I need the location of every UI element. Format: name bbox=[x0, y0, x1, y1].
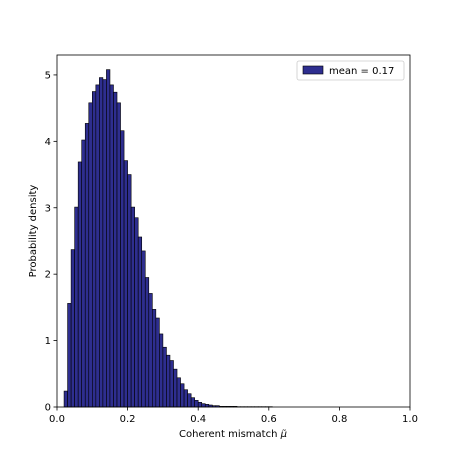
y-tick-label: 3 bbox=[45, 203, 51, 214]
histogram-bar bbox=[113, 91, 118, 408]
histogram-bar bbox=[159, 333, 164, 408]
legend: mean = 0.17 bbox=[296, 60, 405, 81]
plot-frame bbox=[56, 54, 411, 408]
histogram-bar bbox=[102, 79, 107, 408]
histogram-bar bbox=[197, 402, 203, 408]
histogram-bar bbox=[130, 206, 135, 408]
histogram-bar bbox=[99, 77, 104, 408]
histogram-bar bbox=[152, 309, 157, 408]
histogram-bar bbox=[63, 390, 68, 408]
y-axis-label: Probability density bbox=[28, 185, 39, 278]
histogram-bar bbox=[95, 84, 100, 408]
x-tick-label: 1.0 bbox=[402, 414, 418, 425]
x-axis-label-symbol: μ̃ bbox=[280, 428, 287, 440]
histogram-bar bbox=[88, 102, 93, 408]
histogram-bar bbox=[127, 174, 132, 408]
x-tick-label: 0.6 bbox=[261, 414, 277, 425]
histogram-bar bbox=[144, 277, 150, 408]
histogram-bar bbox=[92, 91, 97, 408]
x-tick-label: 0.4 bbox=[190, 414, 206, 425]
histogram-bar bbox=[123, 160, 128, 408]
histogram-bar bbox=[190, 397, 195, 408]
histogram-bar bbox=[81, 139, 86, 408]
y-tick-label: 2 bbox=[45, 270, 51, 281]
legend-label: mean = 0.17 bbox=[329, 66, 394, 77]
histogram-bar bbox=[194, 400, 199, 408]
histogram-bar bbox=[77, 161, 83, 408]
legend-swatch bbox=[302, 65, 324, 75]
histogram-bar bbox=[201, 403, 206, 408]
x-tick-label: 0.8 bbox=[331, 414, 347, 425]
y-tick-label: 1 bbox=[45, 336, 51, 347]
x-axis-label: Coherent mismatch μ̃ bbox=[179, 428, 287, 440]
histogram-bar bbox=[116, 102, 121, 408]
histogram-bar bbox=[67, 303, 72, 408]
x-axis-label-text: Coherent mismatch bbox=[179, 429, 281, 440]
histogram-bar bbox=[109, 84, 114, 408]
y-tick-label: 5 bbox=[45, 70, 51, 81]
histogram-bar bbox=[84, 123, 90, 408]
histogram-bar bbox=[162, 346, 167, 408]
histogram-bar bbox=[166, 354, 171, 408]
histogram-bar bbox=[134, 217, 139, 408]
y-axis-ticks: 0 1 2 3 4 5 bbox=[45, 70, 57, 414]
legend-box bbox=[296, 60, 405, 81]
y-tick-label: 0 bbox=[45, 403, 51, 414]
histogram-bar bbox=[187, 393, 192, 408]
histogram-bar bbox=[180, 383, 185, 408]
histogram-bar bbox=[120, 130, 125, 408]
histogram-bar bbox=[74, 206, 79, 408]
y-tick-label: 4 bbox=[45, 137, 51, 148]
x-tick-label: 0.2 bbox=[120, 414, 136, 425]
histogram-bar bbox=[137, 236, 143, 408]
histogram-bar bbox=[155, 317, 160, 408]
x-axis-ticks: 0.0 0.2 0.4 0.6 0.8 1.0 bbox=[49, 407, 418, 425]
histogram-bar bbox=[148, 293, 153, 408]
histogram-bar bbox=[183, 389, 188, 408]
histogram-bar bbox=[141, 250, 146, 408]
histogram-bar bbox=[173, 368, 178, 408]
histogram-bar bbox=[70, 249, 75, 408]
histogram-bar bbox=[106, 69, 111, 408]
histogram-bar bbox=[176, 377, 181, 408]
histogram-bar bbox=[169, 360, 174, 408]
x-tick-label: 0.0 bbox=[49, 414, 65, 425]
